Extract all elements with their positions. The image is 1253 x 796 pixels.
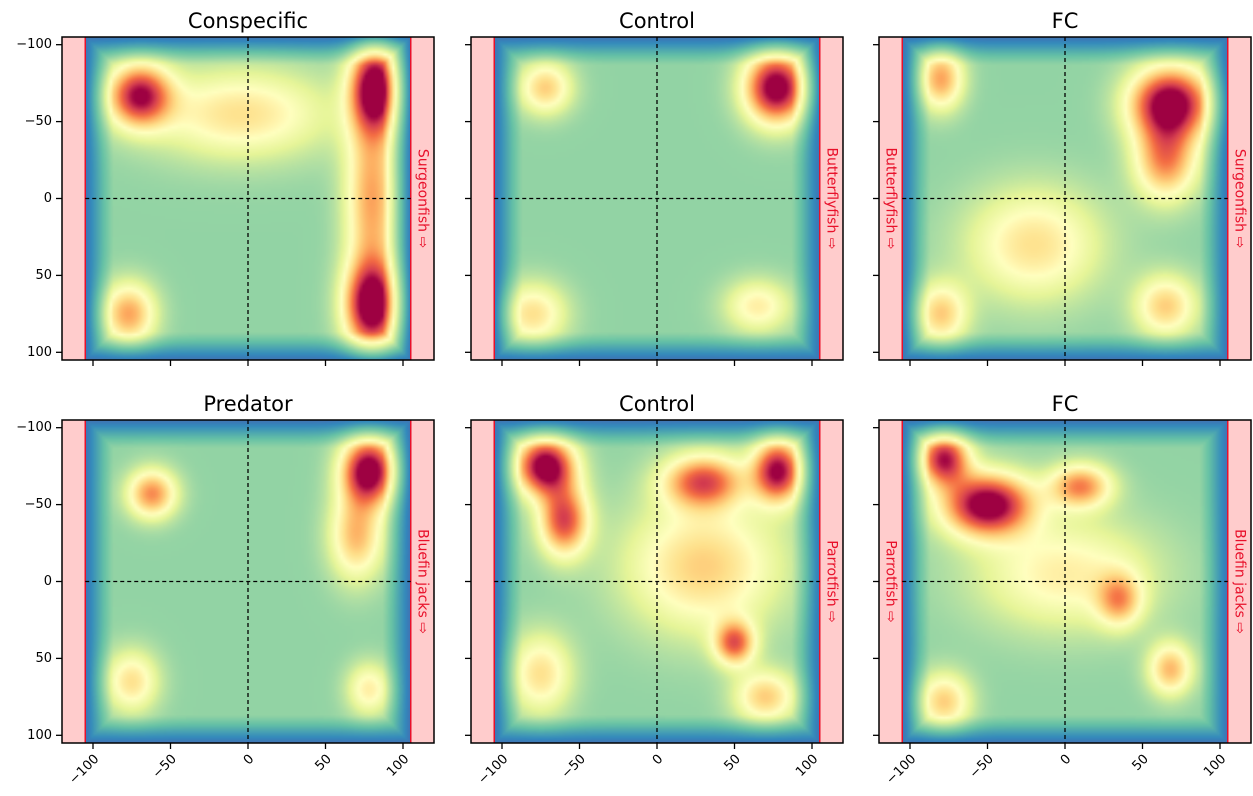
x-tick-label: −100 <box>883 752 919 788</box>
right-wall-zone <box>410 37 434 360</box>
right-wall-label: Parrotfish ⇨ <box>823 540 839 623</box>
x-tick-label: −50 <box>967 752 997 782</box>
x-tick-label: 50 <box>721 752 743 774</box>
panel-title: Control <box>619 9 695 33</box>
right-wall-label: Surgeonfish ⇨ <box>1231 149 1247 248</box>
right-wall-zone <box>819 37 843 360</box>
panel-1: Conspecific Surgeonfish ⇨ 100 50 0 −50 −100 <box>16 9 435 366</box>
right-wall-zone <box>819 420 843 743</box>
right-wall-zone <box>1227 420 1251 743</box>
right-wall-label: Bluefin jacks ⇨ <box>1231 529 1247 634</box>
y-tick-label: −100 <box>16 420 52 435</box>
y-tick-label: 50 <box>35 651 52 666</box>
right-wall-label: Butterflyfish ⇨ <box>823 147 839 249</box>
left-wall-label: Parrotfish ⇨ <box>883 540 899 623</box>
y-tick-label: 50 <box>35 268 52 283</box>
left-wall-zone <box>471 37 495 360</box>
y-tick-label: 100 <box>27 728 52 743</box>
x-tick-label: 0 <box>241 752 257 768</box>
x-tick-label: 0 <box>1058 752 1074 768</box>
right-wall-label: Bluefin jacks ⇨ <box>414 529 430 634</box>
x-tick-label: 50 <box>1129 752 1151 774</box>
left-wall-zone <box>471 420 495 743</box>
panel-title: FC <box>1052 9 1079 33</box>
panel-4: Predator Bluefin jacks ⇨ 100 50 0 −50 −100 −100… <box>16 392 435 788</box>
left-wall-label: Butterflyfish ⇨ <box>883 147 899 249</box>
panel-title: Predator <box>203 392 293 416</box>
right-wall-zone <box>410 420 434 743</box>
panel-2: Control Butterflyfish ⇨ <box>465 9 844 366</box>
x-tick-label: 100 <box>1201 752 1229 780</box>
x-tick-label: −50 <box>559 752 589 782</box>
panel-title: Control <box>619 392 695 416</box>
y-tick-label: 0 <box>44 574 52 589</box>
x-tick-label: 50 <box>312 752 334 774</box>
panel-5: Control Parrotfish ⇨ −100 −50 0 50 100 <box>465 392 844 788</box>
y-tick-label: −50 <box>25 497 52 512</box>
y-tick-label: 100 <box>27 345 52 360</box>
panel-3: FC Butterflyfish ⇨ Surgeonfish ⇨ <box>873 9 1252 366</box>
x-tick-label: −50 <box>150 752 180 782</box>
y-tick-label: 0 <box>44 191 52 206</box>
right-wall-zone <box>1227 37 1251 360</box>
panel-6: FC Parrotfish ⇨ Bluefin jacks ⇨ −100 −50 0 50 1… <box>873 392 1252 788</box>
y-tick-label: −50 <box>25 114 52 129</box>
left-wall-zone <box>62 37 86 360</box>
x-tick-label: −100 <box>475 752 511 788</box>
panel-title: FC <box>1052 392 1079 416</box>
y-tick-label: −100 <box>16 37 52 52</box>
x-tick-label: 100 <box>384 752 412 780</box>
panel-title: Conspecific <box>188 9 308 33</box>
x-tick-label: 100 <box>793 752 821 780</box>
x-tick-label: 0 <box>650 752 666 768</box>
left-wall-zone <box>879 420 903 743</box>
left-wall-zone <box>62 420 86 743</box>
right-wall-label: Surgeonfish ⇨ <box>414 149 430 248</box>
x-tick-label: −100 <box>66 752 102 788</box>
left-wall-zone <box>879 37 903 360</box>
